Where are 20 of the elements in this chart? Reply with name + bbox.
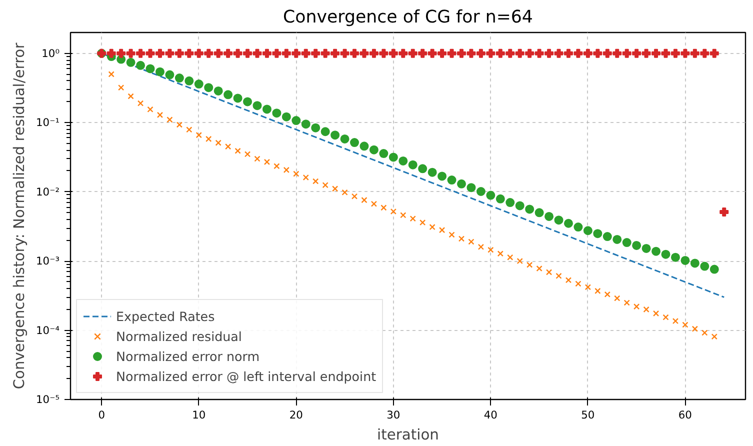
- x-tick-label: 30: [386, 408, 400, 422]
- x-tick-label: 50: [581, 408, 595, 422]
- x-tick-label: 20: [289, 408, 304, 422]
- y-axis-title: Convergence history: Normalized residual/error: [11, 42, 28, 390]
- legend-label: Expected Rates: [116, 308, 215, 324]
- x-tick-label: 0: [98, 408, 106, 422]
- y-tick-label: 10⁻⁴: [36, 324, 60, 337]
- chart-title: Convergence of CG for n=64: [283, 8, 533, 28]
- legend-label: Normalized error norm: [116, 348, 260, 364]
- x-tick-label: 60: [678, 408, 692, 422]
- y-tick-label: 10⁻⁵: [36, 393, 60, 406]
- x-tick-label: 40: [484, 408, 498, 422]
- y-tick-label: 10⁰: [42, 46, 60, 60]
- x-tick-label: 10: [192, 408, 206, 422]
- legend-label: Normalized residual: [116, 328, 242, 344]
- y-tick-label: 10⁻²: [36, 185, 60, 198]
- legend-label: Normalized error @ left interval endpoint: [116, 368, 376, 384]
- x-axis-title: iteration: [377, 426, 439, 444]
- y-tick-label: 10⁻¹: [36, 116, 60, 130]
- y-tick-label: 10⁻³: [36, 254, 60, 268]
